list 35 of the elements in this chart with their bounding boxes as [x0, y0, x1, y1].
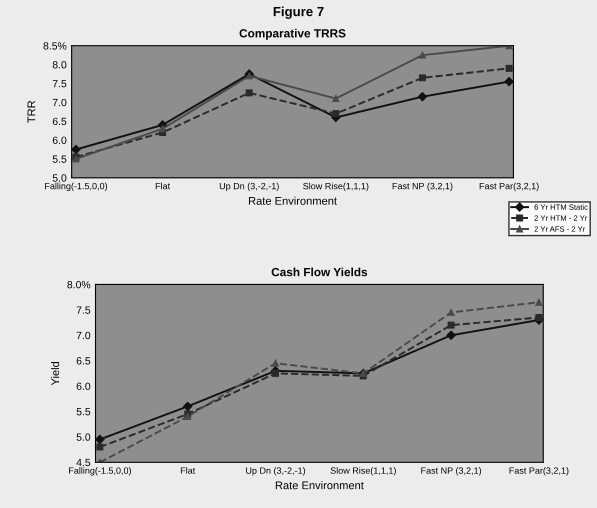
y-axis-title: TRR	[28, 100, 36, 123]
y-tick-label: 7.0	[52, 98, 66, 106]
y-tick-label: 7.5	[76, 306, 90, 314]
y-axis-title: Yield	[51, 362, 60, 386]
y-tick-label: 7.5	[52, 80, 66, 88]
x-tick-label: Slow Rise(1,1,1)	[303, 182, 368, 192]
x-tick-label: Up Dn (3,-2,-1)	[220, 182, 279, 192]
y-tick-label: 5.5	[52, 156, 66, 163]
x-tick-label: Flat	[156, 182, 170, 190]
chart-title: Cash Flow Yields	[272, 268, 368, 276]
y-tick-label: 5.5	[76, 408, 90, 416]
y-tick-label: 6.0	[52, 136, 66, 144]
y-tick-label: 8.5%	[43, 42, 66, 50]
x-tick-label: Slow Rise(1,1,1)	[330, 467, 396, 476]
x-tick-label: Flat	[180, 467, 196, 474]
x-tick-label: Fast Par(3,2,1)	[510, 467, 568, 476]
chart-title: Comparative TRRS	[240, 28, 346, 40]
y-tick-label: 5.0	[52, 174, 66, 182]
y-tick-label: 8.0%	[67, 280, 90, 288]
y-tick-label: 4.5	[76, 458, 90, 466]
x-tick-label: Fast NP (3,2,1)	[392, 182, 452, 192]
x-tick-label: Falling(-1.5,0,0)	[45, 182, 108, 192]
y-tick-label: 6.5	[52, 118, 66, 126]
y-tick-label: 7.0	[76, 332, 90, 340]
y-tick-label: 5.0	[76, 433, 90, 441]
x-tick-label: Fast Par(3,2,1)	[480, 182, 539, 192]
x-tick-label: Up Dn (3,-2,-1)	[246, 467, 306, 476]
x-tick-label: Fast NP (3,2,1)	[421, 467, 482, 476]
x-axis-title: Rate Environment	[248, 196, 337, 205]
x-axis-title: Rate Environment	[276, 481, 364, 490]
caption: Figure 7	[274, 6, 324, 19]
y-tick-label: 6.0	[76, 382, 90, 390]
y-tick-label: 6.5	[76, 357, 90, 365]
x-tick-label: Falling(-1.5,0,0)	[69, 467, 131, 476]
y-tick-label: 8.0	[52, 61, 66, 68]
